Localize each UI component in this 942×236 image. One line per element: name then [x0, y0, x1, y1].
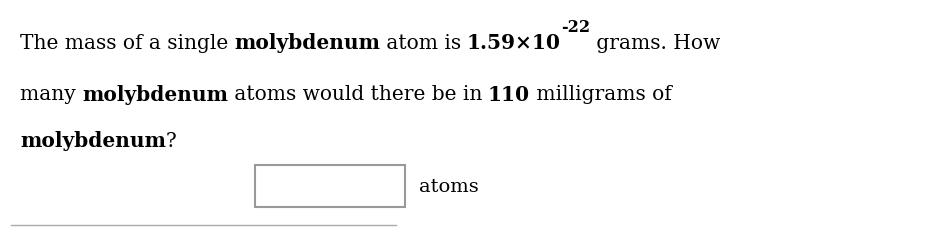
Text: atoms: atoms — [419, 178, 479, 196]
Text: ?: ? — [166, 132, 176, 151]
Text: grams. How: grams. How — [590, 34, 720, 53]
Text: atom is: atom is — [380, 34, 467, 53]
Text: molybdenum: molybdenum — [20, 131, 166, 151]
Text: -22: -22 — [560, 19, 590, 36]
Text: The mass of a single: The mass of a single — [20, 34, 235, 53]
Text: molybdenum: molybdenum — [235, 33, 381, 53]
Text: milligrams of: milligrams of — [529, 85, 672, 104]
Text: molybdenum: molybdenum — [82, 85, 228, 105]
Text: 1.59×10: 1.59×10 — [467, 33, 561, 53]
Text: many: many — [20, 85, 82, 104]
Text: atoms would there be in: atoms would there be in — [228, 85, 489, 104]
FancyBboxPatch shape — [255, 165, 405, 207]
Text: 110: 110 — [488, 85, 529, 105]
